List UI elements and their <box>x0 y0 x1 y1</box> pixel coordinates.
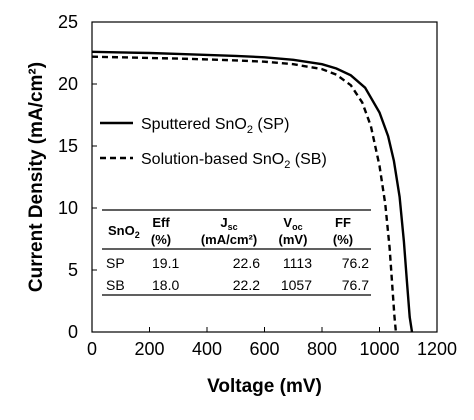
table-cell: 1113 <box>283 255 312 271</box>
series-line-sp <box>91 50 414 333</box>
x-tick-label: 600 <box>249 339 279 359</box>
table-header: SnO2 Eff (%) Jsc(mA/cm²) Voc(mV) FF (%) <box>108 215 353 247</box>
table-row: SB 18.0 22.2 1057 76.7 <box>106 277 369 293</box>
series-layer <box>91 50 414 333</box>
x-tick-label: 1200 <box>417 339 457 359</box>
table-cell: 19.1 <box>152 255 179 271</box>
x-axis-label: Voltage (mV) <box>207 376 322 397</box>
table-header-cell: FF <box>335 215 351 230</box>
table-cell: SB <box>106 277 125 293</box>
table-cell: 22.2 <box>233 277 260 293</box>
performance-table: SnO2 Eff (%) Jsc(mA/cm²) Voc(mV) FF (%) SP 19.1 2… <box>102 209 371 296</box>
x-tick-label: 800 <box>307 339 337 359</box>
table-header-cell: (%) <box>151 232 171 247</box>
table-header-cell: SnO2 <box>108 223 140 240</box>
x-tick-label: 400 <box>192 339 222 359</box>
table-cell: 18.0 <box>152 277 179 293</box>
table-cell: SP <box>106 255 125 271</box>
table-cell: 22.6 <box>233 255 260 271</box>
y-tick-label: 15 <box>58 136 78 156</box>
y-tick-label: 10 <box>58 198 78 218</box>
plot-frame <box>91 21 438 333</box>
y-tick-label: 25 <box>58 12 78 32</box>
table-header-cell: Eff <box>152 215 170 230</box>
legend: Sputtered SnO2 (SP) Solution-based SnO2 (… <box>100 116 327 171</box>
y-tick-label: 0 <box>68 322 78 342</box>
series-line-sb <box>91 55 398 333</box>
table-cell: 76.2 <box>342 255 369 271</box>
legend-label: Solution-based SnO2 (SB) <box>141 151 327 171</box>
table-row: SP 19.1 22.6 1113 76.2 <box>106 255 369 271</box>
axes: 0 200 400 600 800 1000 1200 0 5 10 15 20 25 Voltage (… <box>26 12 457 397</box>
table-cell: 76.7 <box>342 277 369 293</box>
x-tick-label: 0 <box>87 339 97 359</box>
y-axis-label: Current Density (mA/cm²) <box>26 62 47 292</box>
legend-label: Sputtered SnO2 (SP) <box>141 116 289 136</box>
table-header-cell: (mA/cm²) <box>201 232 257 247</box>
y-tick-label: 20 <box>58 74 78 94</box>
y-tick-label: 5 <box>68 260 78 280</box>
table-cell: 1057 <box>281 277 312 293</box>
table-header-cell: (%) <box>333 232 353 247</box>
table-header-cell: (mV) <box>279 232 308 247</box>
x-tick-label: 1000 <box>359 339 399 359</box>
table-header-cell: Voc <box>283 215 302 232</box>
table-header-cell: Jsc <box>220 215 237 232</box>
x-tick-label: 200 <box>134 339 164 359</box>
